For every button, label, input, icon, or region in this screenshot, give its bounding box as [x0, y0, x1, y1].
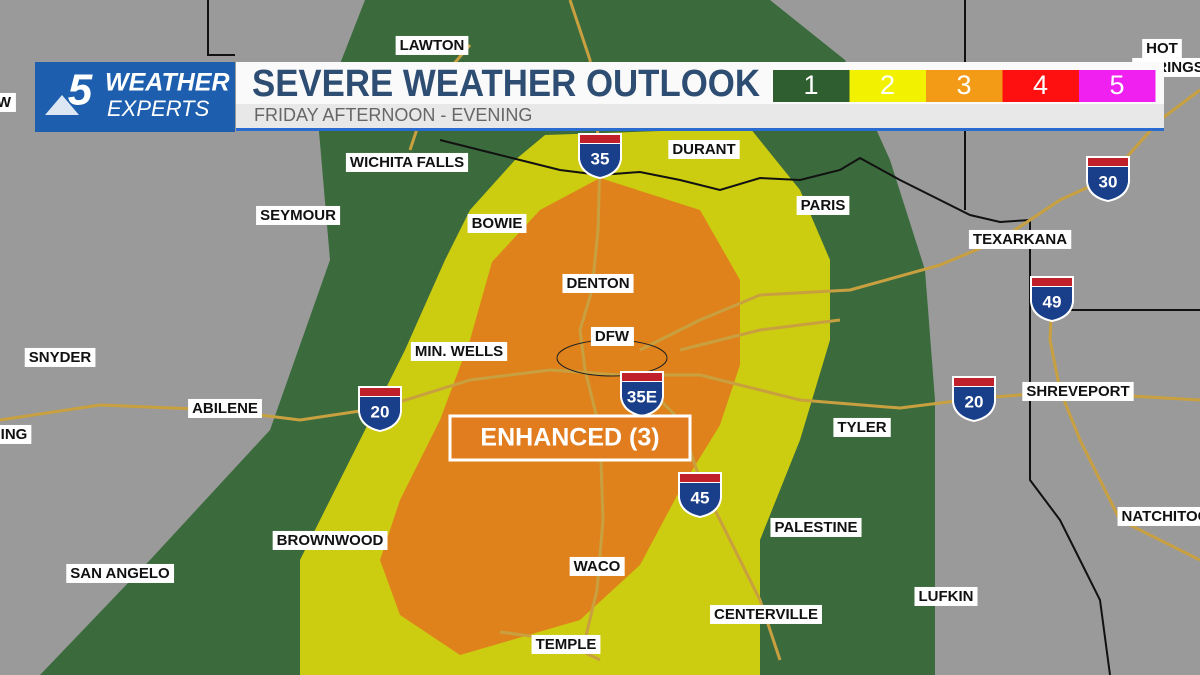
shield-body [680, 483, 720, 516]
subtitle-band [236, 104, 1164, 130]
risk-legend: 1 2 3 4 5 [773, 70, 1156, 102]
legend-label: 2 [880, 70, 895, 100]
city-label: TEMPLE [536, 636, 597, 653]
city-label: LUFKIN [919, 588, 974, 605]
city-label: TEXARKANA [973, 231, 1067, 248]
risk-callout-text: ENHANCED (3) [480, 424, 659, 452]
shield-number: 20 [371, 402, 390, 421]
city-labels: LAWTON WICHITA FALLS SEYMOUR BOWIE DURANT PAR… [0, 35, 1200, 654]
city-label: SNYDER [29, 349, 92, 366]
city-label: W [0, 94, 12, 111]
city-label: SHREVEPORT [1026, 383, 1129, 400]
legend-label: 4 [1033, 70, 1048, 100]
shield-body [1032, 287, 1072, 320]
interstate-shields: 35 30 49 20 35E 20 45 [358, 133, 1130, 518]
risk-callout: ENHANCED (3) [448, 414, 692, 462]
logo-line2: EXPERTS [107, 96, 210, 121]
city-label-bg [569, 556, 625, 576]
city-label-bg [345, 152, 469, 172]
city-label-bg [395, 35, 469, 55]
city-label: WICHITA FALLS [350, 154, 464, 171]
city-label: NATCHITOC [1122, 508, 1200, 525]
city-label: MIN. WELLS [415, 343, 503, 360]
header-title: SEVERE WEATHER OUTLOOK [252, 63, 761, 105]
header-bar: 5 WEATHER EXPERTS SEVERE WEATHER OUTLOOK… [35, 62, 1164, 132]
legend-label: 3 [956, 70, 971, 100]
city-label: CENTERVILLE [714, 606, 818, 623]
city-label-bg [668, 139, 740, 159]
city-label-bg [188, 398, 262, 418]
legend-label: 1 [803, 70, 818, 100]
shield-number: 35 [591, 149, 610, 168]
legend-swatch [773, 70, 850, 102]
legend-swatch [1079, 70, 1156, 102]
city-label-bg [1142, 38, 1182, 58]
shield-body [622, 382, 662, 415]
risk-callout-box [448, 414, 692, 462]
shield-number: 49 [1043, 292, 1062, 311]
city-label: PARIS [801, 197, 846, 214]
shield-top [1088, 158, 1128, 166]
city-label-bg [1022, 381, 1134, 401]
city-label: ING [1, 426, 28, 443]
shield-number: 45 [691, 488, 710, 507]
city-label: DENTON [566, 275, 629, 292]
city-label-bg [272, 530, 388, 550]
city-label: HOT [1146, 40, 1178, 57]
city-label: DFW [595, 328, 630, 345]
city-label: WACO [574, 558, 621, 575]
city-label-bg [710, 604, 822, 624]
city-label-bg [796, 195, 850, 215]
legend-swatch [926, 70, 1003, 102]
city-label-bg [590, 326, 634, 346]
shield-number: 20 [965, 392, 984, 411]
city-label-bg [770, 517, 862, 537]
city-label-bg [0, 92, 16, 112]
city-label: ABILENE [192, 400, 258, 417]
city-label-bg [66, 563, 175, 583]
city-label: BOWIE [472, 215, 523, 232]
logo-number: 5 [68, 66, 93, 115]
city-label-bg [833, 417, 891, 437]
city-label: PALESTINE [774, 519, 857, 536]
city-label-bg [256, 205, 341, 225]
logo-line1: WEATHER [105, 69, 230, 97]
shield-number: 35E [627, 387, 657, 406]
city-label-bg [562, 273, 634, 293]
shield-body [580, 144, 620, 177]
city-label-bg [531, 634, 601, 654]
shield-top [680, 474, 720, 482]
city-label: SEYMOUR [260, 207, 336, 224]
city-label-bg [1117, 506, 1200, 526]
city-label: DURANT [672, 141, 735, 158]
shield-body [1088, 167, 1128, 200]
city-label-bg [968, 229, 1072, 249]
city-label-bg [467, 213, 527, 233]
shield-number: 30 [1099, 172, 1118, 191]
city-label-bg [0, 424, 32, 444]
city-label: BROWNWOOD [277, 532, 384, 549]
city-label: TYLER [837, 419, 886, 436]
shield-top [954, 378, 994, 386]
city-label-bg [24, 347, 96, 367]
city-label-bg [410, 341, 508, 361]
shield-top [622, 373, 662, 381]
shield-top [580, 135, 620, 143]
peacock-icon [45, 95, 79, 115]
header-subtitle: FRIDAY AFTERNOON - EVENING [254, 105, 532, 125]
legend-swatch [1002, 70, 1079, 102]
city-label-bg [914, 586, 978, 606]
shield-top [360, 388, 400, 396]
legend-swatch [849, 70, 926, 102]
logo-box [35, 62, 235, 132]
header-underline [236, 128, 1164, 131]
city-label: SAN ANGELO [70, 565, 170, 582]
legend-label: 5 [1109, 70, 1124, 100]
city-label: LAWTON [400, 37, 465, 54]
shield-body [954, 387, 994, 420]
shield-top [1032, 278, 1072, 286]
shield-body [360, 397, 400, 430]
